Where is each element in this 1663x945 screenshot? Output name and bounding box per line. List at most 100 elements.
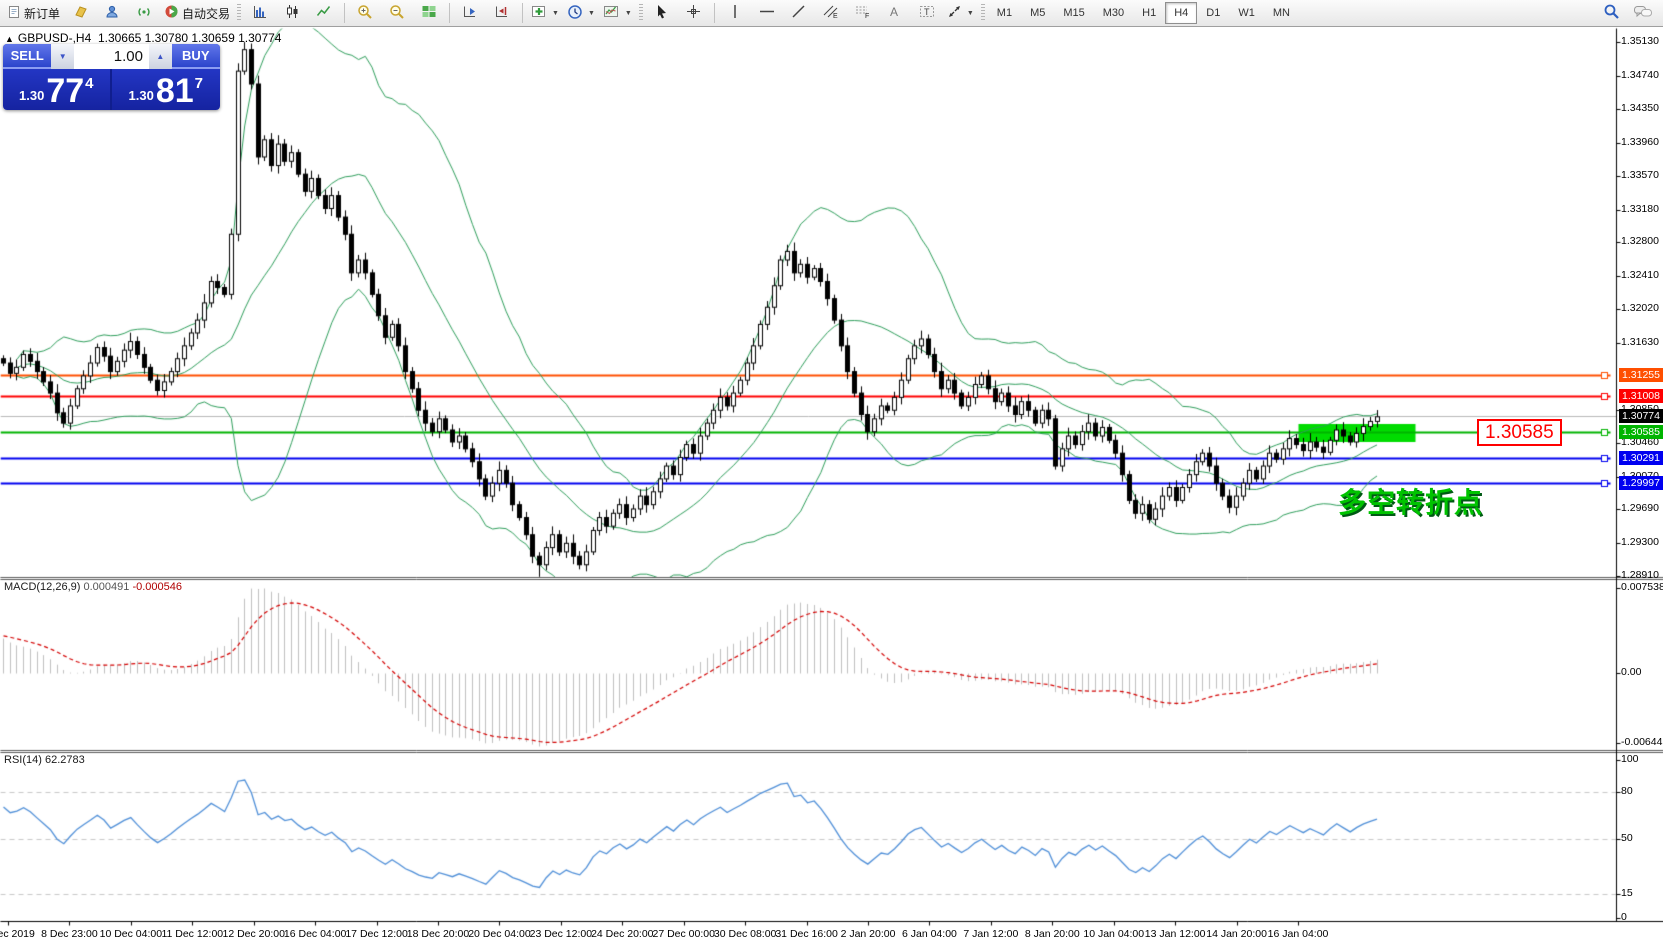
time-axis-label: 8 Jan 20:00 [1024,928,1080,940]
macd-axis-tick: 0.007538 [1621,581,1663,593]
chart-note-text[interactable]: 多空转折点 [1338,487,1484,518]
buy-button[interactable]: BUY [171,44,220,69]
search-icon [1603,3,1620,23]
chat-button[interactable] [1627,1,1659,25]
price-axis-tick: 1.32020 [1621,302,1659,314]
signals-button[interactable] [128,1,160,25]
zoom-in-button[interactable] [349,1,381,25]
rsi-axis-tick: 0 [1621,911,1627,923]
zoom-out-icon [389,4,405,23]
toolbar-grip [638,4,643,22]
price-axis-tick: 1.34350 [1621,102,1659,114]
price-line-badge: 1.30585 [1619,425,1663,439]
volume-input[interactable] [74,44,149,69]
tile-windows-button[interactable] [413,1,445,25]
chart-shift-button[interactable] [486,1,518,25]
text-icon: A [888,4,901,22]
chart-shift-icon [494,4,510,22]
time-axis-label: 5 Dec 2019 [0,928,35,940]
text-label-button[interactable]: T [911,1,943,25]
price-line-badge: 1.30291 [1619,451,1663,465]
sell-button[interactable]: SELL [3,44,52,69]
time-axis-label: 14 Jan 20:00 [1206,928,1267,940]
new-order-button[interactable]: 新订单 [4,1,64,25]
time-axis-label: 11 Dec 12:00 [161,928,224,940]
equidistant-channel-button[interactable]: E [815,1,847,25]
templates-button[interactable]: ▼ [599,1,636,25]
zoom-in-icon [357,4,373,23]
price-line-badge: 1.29997 [1619,476,1663,490]
price-tag-object[interactable]: 1.30585 [1477,419,1562,446]
timeframe-w1[interactable]: W1 [1238,7,1255,19]
text-button[interactable]: A [879,1,911,25]
autotrading-button[interactable]: 自动交易 [160,1,234,25]
crosshair-button[interactable] [678,1,710,25]
candlestick-button[interactable] [276,1,308,25]
time-axis-label: 30 Dec 08:00 [713,928,777,940]
time-axis-label: 20 Dec 04:00 [468,928,531,940]
time-axis-label: 12 Dec 20:00 [222,928,285,940]
tile-windows-icon [421,4,437,22]
trendline-button[interactable] [783,1,815,25]
timeframe-mn[interactable]: MN [1272,7,1290,19]
time-axis-label: 7 Jan 12:00 [963,928,1019,940]
current-price-badge: 1.30774 [1619,409,1663,423]
price-axis-tick: 1.29300 [1621,536,1659,548]
fibonacci-button[interactable]: F [847,1,879,25]
dropdown-caret-icon: ▼ [624,9,632,17]
rsi-axis-tick: 100 [1621,753,1639,765]
search-button[interactable] [1595,1,1627,25]
timeframe-m1[interactable]: M1 [996,7,1013,19]
indicators-button[interactable]: ▼ [527,1,563,25]
timeframe-d1[interactable]: D1 [1206,7,1221,19]
one-click-trade-panel: SELL ▼ ▲ BUY 1.30 77 4 1.30 81 7 [3,44,220,110]
up-arrow-icon: ▲ [156,52,165,61]
timeframe-h4[interactable]: H4 [1165,2,1198,24]
crosshair-icon [686,4,701,22]
symbol-period: GBPUSD-,H4 [17,31,92,45]
rsi-axis-tick: 80 [1621,785,1633,797]
price-line-badge: 1.31255 [1619,368,1663,382]
rsi-axis-tick: 15 [1621,887,1633,899]
bar-chart-icon [252,4,268,22]
community-button[interactable] [96,1,128,25]
arrows-button[interactable]: ▼ [943,1,978,25]
time-axis-label: 6 Jan 04:00 [901,928,957,940]
price-axis-tick: 1.35130 [1621,35,1659,47]
price-axis-tick: 1.29690 [1621,502,1659,514]
line-chart-button[interactable] [308,1,340,25]
price-axis-tick: 1.28910 [1621,569,1659,581]
macd-name: MACD(12,26,9) [4,581,81,593]
horizontal-line-button[interactable] [751,1,783,25]
timeframe-m30[interactable]: M30 [1102,7,1125,19]
sell-price[interactable]: 1.30 77 4 [3,69,112,110]
horizontal-line-icon [759,4,775,22]
cursor-icon [655,4,668,22]
buy-price[interactable]: 1.30 81 7 [112,69,221,110]
periods-button[interactable]: ▼ [563,1,599,25]
macd-main-value: 0.000491 [83,581,130,593]
dropdown-caret-icon: ▼ [587,9,595,17]
cursor-button[interactable] [646,1,678,25]
vertical-line-button[interactable] [719,1,751,25]
timeframe-m5[interactable]: M5 [1030,7,1046,19]
signals-icon [137,4,152,22]
svg-text:E: E [833,13,838,19]
rsi-value: 62.2783 [44,754,85,766]
macd-signal-value: -0.000546 [132,581,182,593]
chart-symbol-label: ▲ GBPUSD-,H4 1.30665 1.30780 1.30659 1.30… [5,31,281,45]
bar-chart-button[interactable] [244,1,276,25]
volume-decrease-button[interactable]: ▼ [51,44,74,69]
buy-price-big: 81 [155,72,194,110]
volume-increase-button[interactable]: ▲ [149,44,172,69]
auto-scroll-button[interactable] [454,1,486,25]
timeframe-h1[interactable]: H1 [1142,7,1157,19]
toolbar-separator [344,3,346,23]
market-button[interactable] [64,1,96,25]
zoom-out-button[interactable] [381,1,413,25]
line-chart-icon [316,4,332,22]
toolbar-grip [980,4,985,22]
timeframe-m15[interactable]: M15 [1063,7,1085,19]
